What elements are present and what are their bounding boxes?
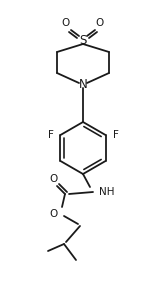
Text: O: O: [96, 18, 104, 28]
Text: N: N: [79, 79, 87, 91]
Text: NH: NH: [99, 187, 115, 197]
Text: F: F: [48, 130, 53, 140]
Text: O: O: [49, 174, 57, 184]
Text: O: O: [50, 209, 58, 219]
Text: S: S: [79, 33, 87, 47]
Text: O: O: [62, 18, 70, 28]
Text: F: F: [113, 130, 118, 140]
